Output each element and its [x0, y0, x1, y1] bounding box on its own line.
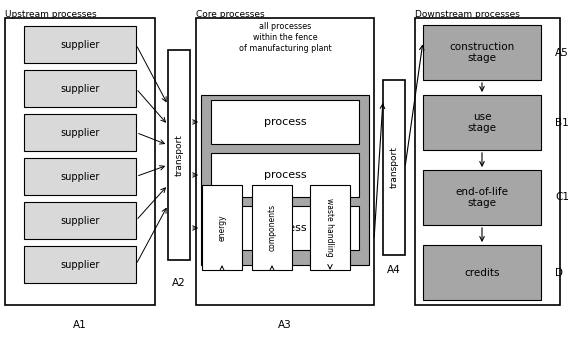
Text: supplier: supplier — [60, 39, 100, 50]
Bar — [310, 185, 350, 270]
Text: Upstream processes: Upstream processes — [5, 10, 97, 19]
Text: use
stage: use stage — [468, 112, 497, 133]
Text: supplier: supplier — [60, 260, 100, 269]
Bar — [383, 80, 405, 255]
Text: waste handling: waste handling — [325, 198, 335, 257]
Bar — [423, 170, 541, 225]
Bar — [5, 18, 155, 305]
Bar — [211, 100, 359, 144]
Bar — [211, 153, 359, 197]
Bar — [24, 202, 136, 239]
Text: transport: transport — [175, 134, 183, 176]
Text: C1-4: C1-4 — [555, 193, 569, 202]
Bar — [202, 185, 242, 270]
Bar — [252, 185, 292, 270]
Text: credits: credits — [464, 267, 500, 277]
Text: supplier: supplier — [60, 127, 100, 138]
Bar — [415, 18, 560, 305]
Text: transport: transport — [390, 147, 398, 188]
Bar — [24, 26, 136, 63]
Bar — [24, 246, 136, 283]
Text: all processes
within the fence
of manufacturing plant: all processes within the fence of manufa… — [238, 22, 331, 53]
Bar — [423, 95, 541, 150]
Text: process: process — [263, 170, 306, 180]
Text: process: process — [263, 223, 306, 233]
Text: B1-7: B1-7 — [555, 118, 569, 127]
Bar — [423, 25, 541, 80]
Text: Downstream processes: Downstream processes — [415, 10, 520, 19]
Bar — [24, 158, 136, 195]
Bar — [423, 245, 541, 300]
Text: supplier: supplier — [60, 171, 100, 181]
Text: supplier: supplier — [60, 215, 100, 225]
Text: A4: A4 — [387, 265, 401, 275]
Text: supplier: supplier — [60, 83, 100, 94]
Text: A3: A3 — [278, 320, 292, 330]
Bar — [201, 95, 369, 265]
Text: A2: A2 — [172, 278, 186, 288]
Bar — [168, 50, 190, 260]
Text: A1: A1 — [73, 320, 87, 330]
Text: energy: energy — [217, 214, 226, 241]
Text: process: process — [263, 117, 306, 127]
Text: end-of-life
stage: end-of-life stage — [456, 187, 509, 208]
Text: Core processes: Core processes — [196, 10, 265, 19]
Bar — [211, 206, 359, 250]
Text: components: components — [267, 204, 277, 251]
Text: A5: A5 — [555, 47, 569, 58]
Text: D: D — [555, 267, 563, 277]
Text: construction
stage: construction stage — [450, 42, 514, 63]
Bar — [24, 70, 136, 107]
Bar — [196, 18, 374, 305]
Bar — [24, 114, 136, 151]
